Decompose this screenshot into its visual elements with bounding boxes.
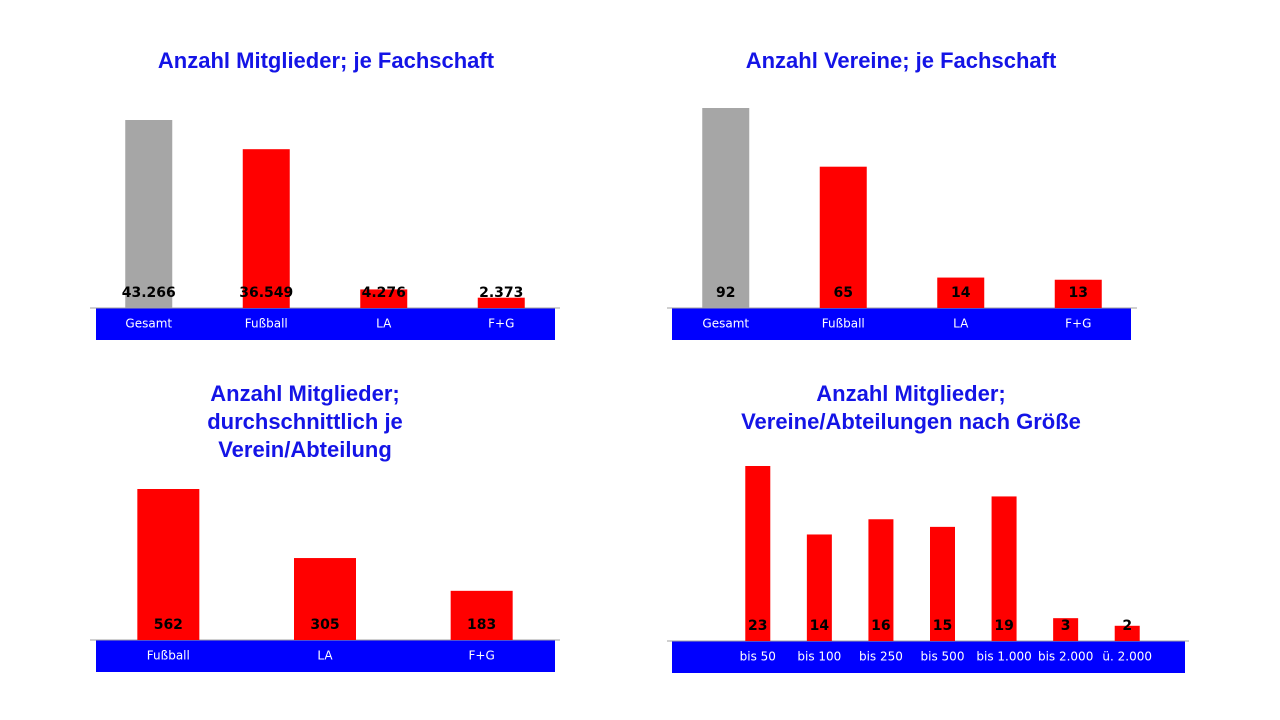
chart-title: Anzahl Mitglieder; je Fachschaft bbox=[158, 48, 495, 73]
data-label: 92 bbox=[716, 285, 735, 301]
bar bbox=[125, 120, 173, 308]
data-label: 14 bbox=[810, 618, 830, 634]
category-label: bis 2.000 bbox=[1038, 650, 1093, 664]
bar bbox=[477, 297, 525, 308]
bar bbox=[937, 277, 985, 308]
bar bbox=[137, 489, 200, 640]
chart-title: Vereine/Abteilungen nach Größe bbox=[741, 409, 1081, 434]
category-label: LA bbox=[317, 649, 333, 663]
category-label: F+G bbox=[488, 317, 514, 331]
category-label: F+G bbox=[469, 649, 495, 663]
data-label: 15 bbox=[933, 618, 952, 634]
category-label: bis 50 bbox=[740, 650, 776, 664]
bar bbox=[450, 590, 513, 640]
bar bbox=[930, 526, 955, 641]
bar bbox=[1054, 279, 1102, 308]
chart-title: durchschnittlich je bbox=[207, 409, 403, 434]
category-label: bis 250 bbox=[859, 650, 903, 664]
data-label: 36.549 bbox=[239, 285, 293, 301]
data-label: 23 bbox=[748, 618, 767, 634]
category-label: LA bbox=[376, 317, 392, 331]
bar bbox=[745, 466, 771, 641]
data-label: 13 bbox=[1069, 285, 1088, 301]
chart-title: Anzahl Vereine; je Fachschaft bbox=[746, 48, 1057, 73]
bar bbox=[868, 519, 894, 641]
category-label: bis 100 bbox=[797, 650, 841, 664]
chart-title: Verein/Abteilung bbox=[218, 437, 392, 462]
data-label: 19 bbox=[994, 618, 1013, 634]
category-band bbox=[672, 641, 1185, 673]
category-label: ü. 2.000 bbox=[1102, 650, 1152, 664]
bar bbox=[806, 534, 832, 641]
data-label: 65 bbox=[834, 285, 853, 301]
category-label: F+G bbox=[1065, 317, 1091, 331]
category-label: bis 1.000 bbox=[976, 650, 1031, 664]
category-label: Gesamt bbox=[125, 317, 172, 331]
category-band bbox=[96, 640, 555, 672]
bar bbox=[242, 149, 290, 308]
data-label: 183 bbox=[467, 617, 496, 633]
category-label: bis 500 bbox=[921, 650, 965, 664]
bar bbox=[360, 289, 408, 308]
bar bbox=[1053, 618, 1079, 641]
data-label: 16 bbox=[871, 618, 890, 634]
data-label: 2.373 bbox=[479, 285, 523, 301]
data-label: 14 bbox=[951, 285, 971, 301]
category-label: Fußball bbox=[822, 317, 865, 331]
category-label: LA bbox=[953, 317, 969, 331]
bar bbox=[702, 108, 750, 308]
category-band bbox=[96, 308, 555, 340]
bar bbox=[991, 496, 1017, 641]
category-label: Fußball bbox=[147, 649, 190, 663]
category-band bbox=[672, 308, 1131, 340]
bar bbox=[294, 558, 356, 640]
data-label: 4.276 bbox=[362, 285, 406, 301]
data-label: 3 bbox=[1061, 618, 1071, 634]
data-label: 43.266 bbox=[122, 285, 176, 301]
data-label: 562 bbox=[154, 617, 183, 633]
data-label: 305 bbox=[310, 617, 339, 633]
category-label: Fußball bbox=[245, 317, 288, 331]
bar bbox=[819, 166, 867, 308]
chart-title: Anzahl Mitglieder; bbox=[816, 381, 1005, 406]
bar bbox=[1114, 625, 1140, 641]
category-label: Gesamt bbox=[702, 317, 749, 331]
chart-title: Anzahl Mitglieder; bbox=[210, 381, 399, 406]
data-label: 2 bbox=[1122, 618, 1132, 634]
